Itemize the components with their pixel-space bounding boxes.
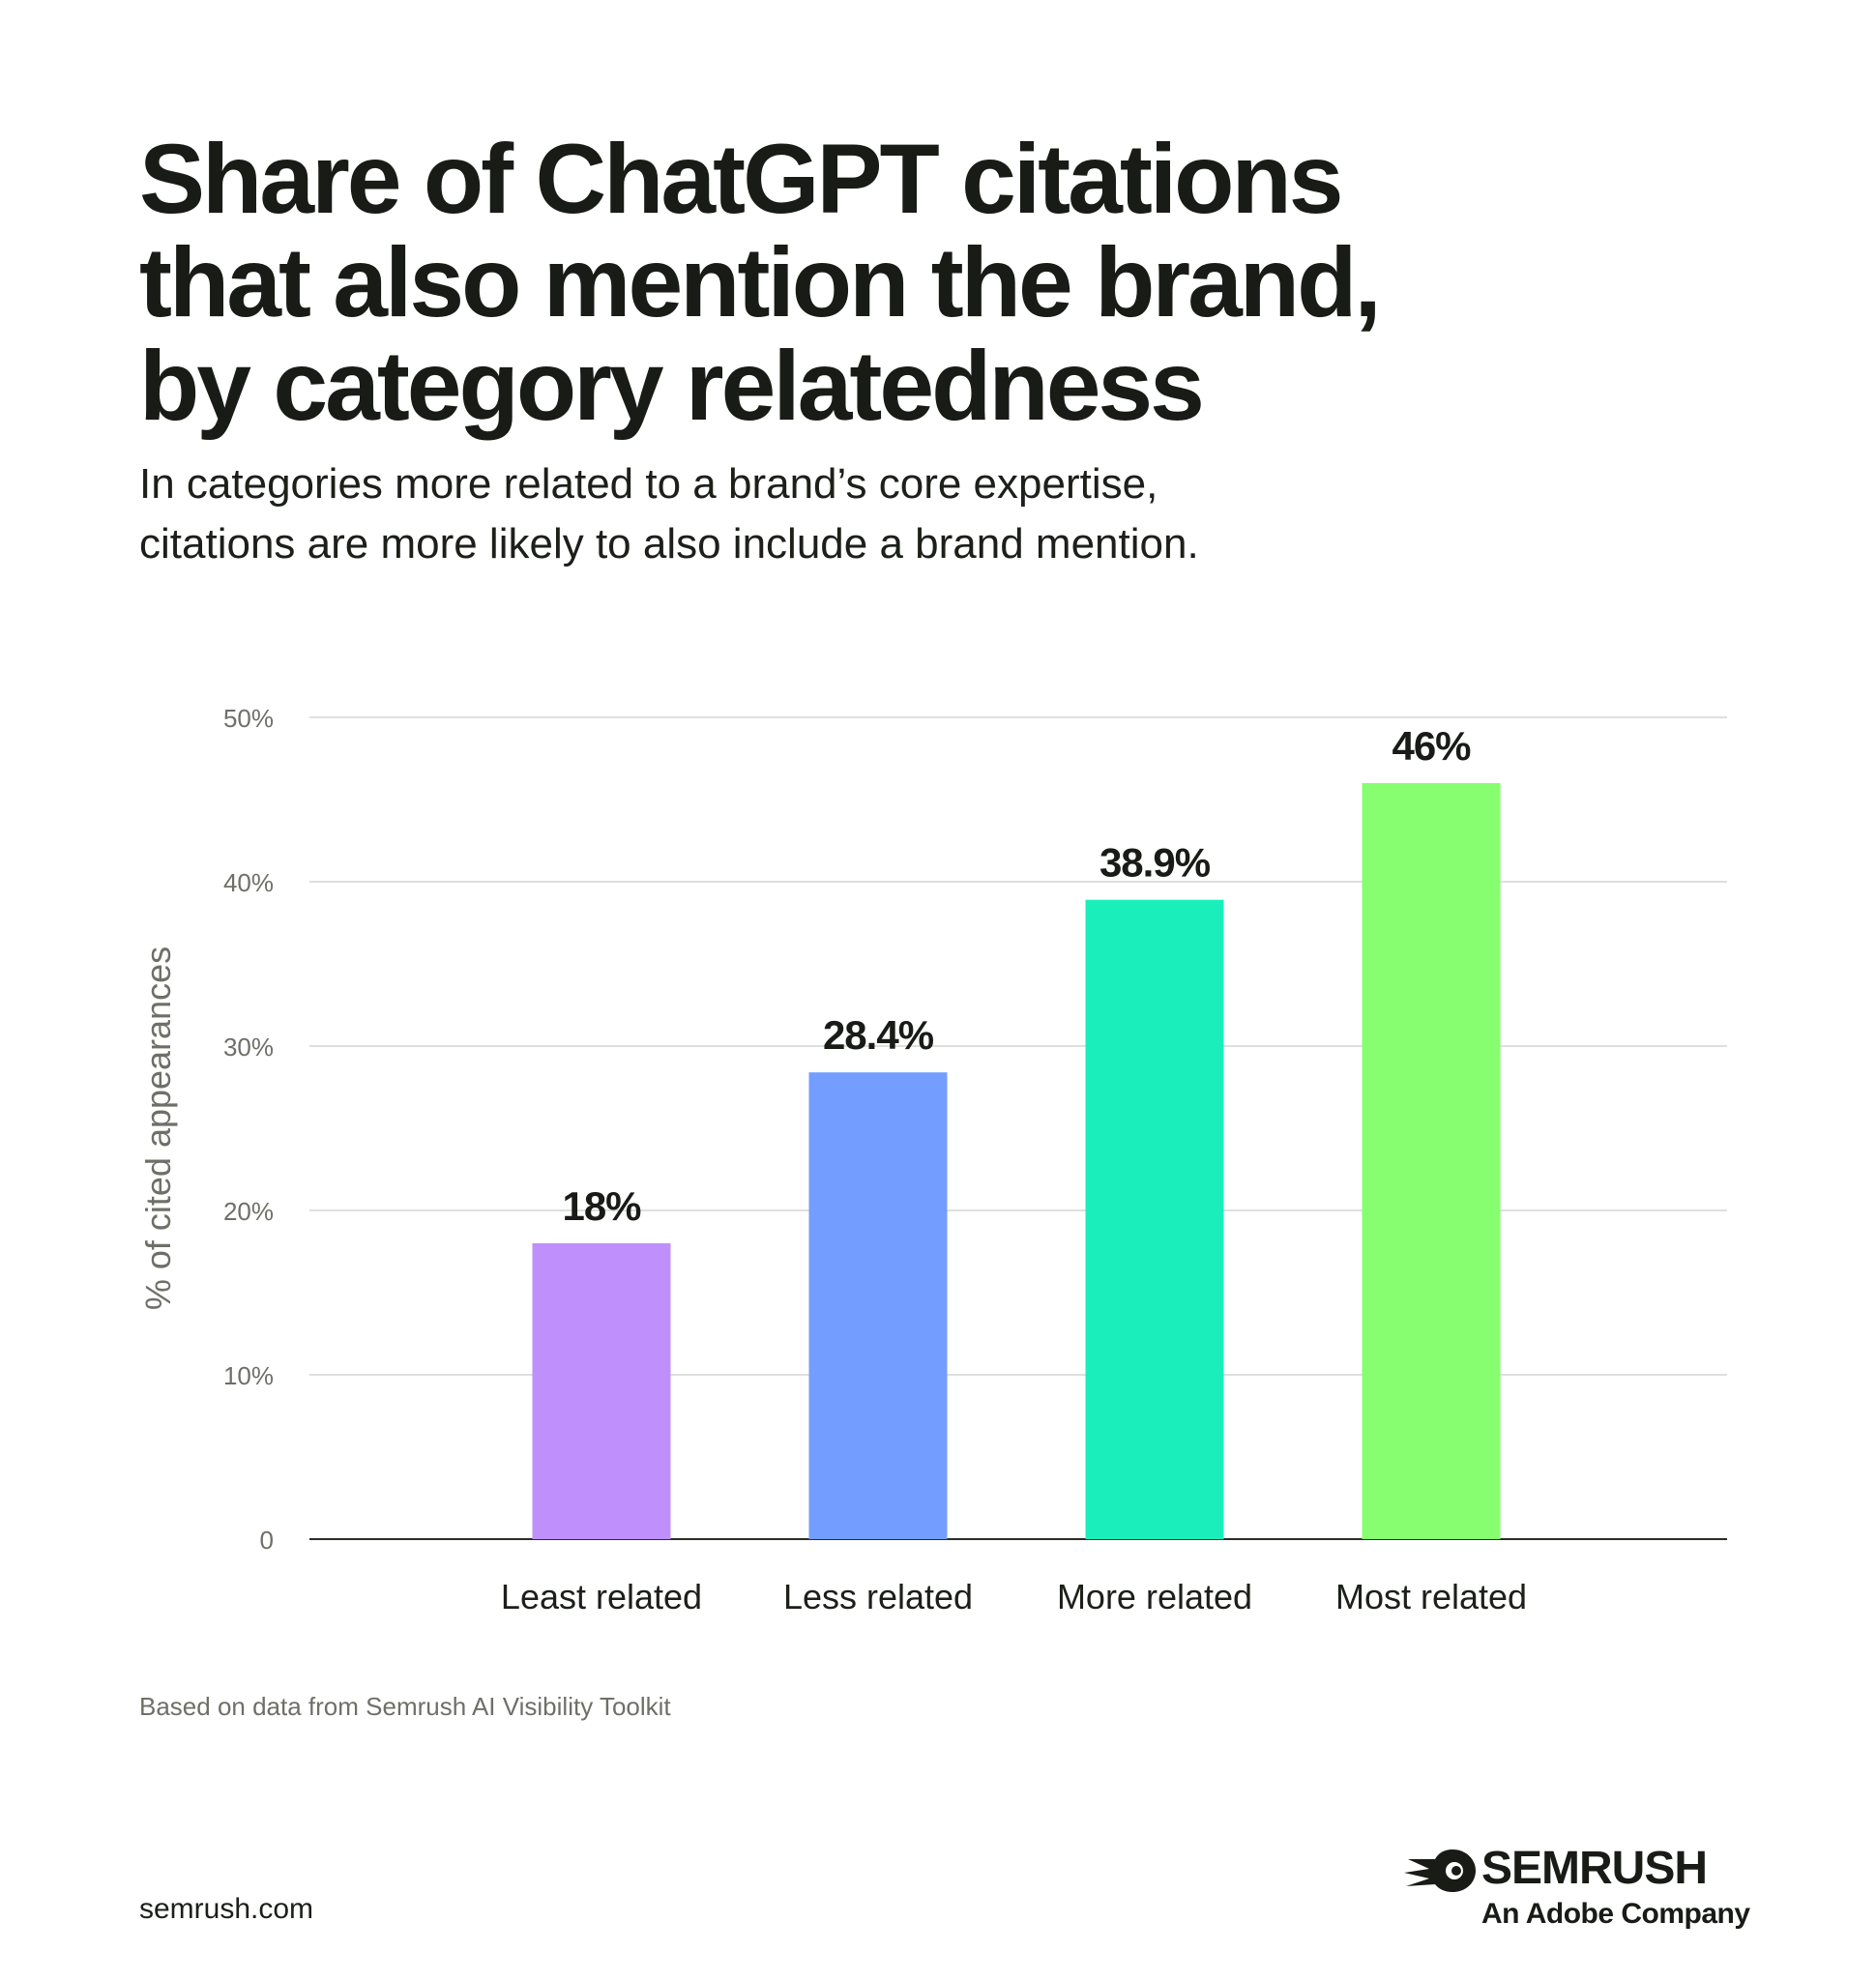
y-tick-label: 10%	[223, 1361, 274, 1390]
bar	[1085, 899, 1224, 1539]
semrush-tagline: An Adobe Company	[1481, 1898, 1750, 1930]
bar	[532, 1243, 671, 1539]
y-tick-label: 0	[260, 1526, 274, 1555]
data-label: 28.4%	[823, 1012, 934, 1058]
chart-subtitle-line: citations are more likely to also includ…	[139, 520, 1199, 568]
data-label: 18%	[562, 1183, 641, 1229]
y-tick-label: 40%	[223, 868, 274, 897]
data-label: 38.9%	[1099, 840, 1211, 886]
source-note: Based on data from Semrush AI Visibility…	[139, 1692, 671, 1721]
chart-title-line: by category relatedness	[139, 331, 1205, 441]
x-tick-label: Less related	[783, 1577, 973, 1616]
y-tick-label: 30%	[223, 1033, 274, 1062]
y-tick-label: 20%	[223, 1197, 274, 1226]
site-url: semrush.com	[139, 1893, 314, 1925]
semrush-logo: SEMRUSH An Adobe Company	[1404, 1842, 1750, 1938]
chart-title-line: that also mention the brand,	[139, 227, 1382, 337]
x-tick-label: More related	[1057, 1577, 1252, 1616]
bar	[1362, 783, 1501, 1539]
semrush-fireball-icon	[1404, 1849, 1476, 1892]
data-label: 46%	[1392, 723, 1471, 769]
chart-subtitle: In categories more related to a brand’s …	[139, 454, 1590, 574]
chart-subtitle-line: In categories more related to a brand’s …	[139, 460, 1158, 508]
y-axis-title: % of cited appearances	[138, 946, 178, 1310]
chart-title: Share of ChatGPT citations that also men…	[139, 128, 1590, 438]
bar	[808, 1072, 948, 1539]
x-tick-label: Least related	[501, 1577, 702, 1616]
bar-chart: 0 10% 20% 30% 40% 50% % of cited appearances 18…	[138, 704, 1727, 1616]
y-tick-label: 50%	[223, 704, 274, 733]
chart-title-line: Share of ChatGPT citations	[139, 124, 1344, 234]
semrush-wordmark: SEMRUSH	[1481, 1843, 1708, 1894]
x-tick-label: Most related	[1335, 1577, 1527, 1616]
